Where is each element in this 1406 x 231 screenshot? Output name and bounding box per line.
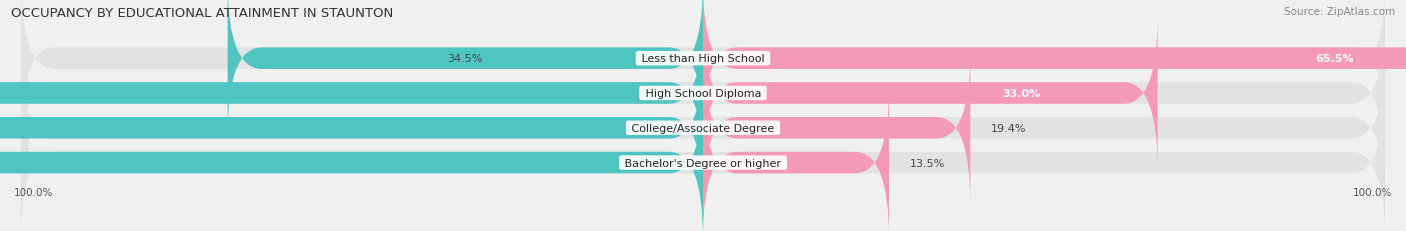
Text: High School Diploma: High School Diploma bbox=[641, 88, 765, 99]
FancyBboxPatch shape bbox=[228, 0, 703, 135]
FancyBboxPatch shape bbox=[21, 0, 1385, 135]
Text: 100.0%: 100.0% bbox=[14, 187, 53, 197]
Text: OCCUPANCY BY EDUCATIONAL ATTAINMENT IN STAUNTON: OCCUPANCY BY EDUCATIONAL ATTAINMENT IN S… bbox=[11, 7, 394, 20]
FancyBboxPatch shape bbox=[21, 18, 1385, 170]
FancyBboxPatch shape bbox=[703, 18, 1157, 170]
FancyBboxPatch shape bbox=[703, 87, 889, 231]
Text: 34.5%: 34.5% bbox=[447, 54, 484, 64]
FancyBboxPatch shape bbox=[703, 52, 970, 204]
Text: 33.0%: 33.0% bbox=[1002, 88, 1040, 99]
Text: College/Associate Degree: College/Associate Degree bbox=[628, 123, 778, 133]
Text: Source: ZipAtlas.com: Source: ZipAtlas.com bbox=[1284, 7, 1395, 17]
Text: 65.5%: 65.5% bbox=[1316, 54, 1354, 64]
FancyBboxPatch shape bbox=[0, 18, 703, 170]
Text: 19.4%: 19.4% bbox=[991, 123, 1026, 133]
Text: Bachelor's Degree or higher: Bachelor's Degree or higher bbox=[621, 158, 785, 168]
Text: Less than High School: Less than High School bbox=[638, 54, 768, 64]
FancyBboxPatch shape bbox=[21, 52, 1385, 204]
FancyBboxPatch shape bbox=[703, 0, 1406, 135]
FancyBboxPatch shape bbox=[0, 52, 703, 204]
Text: 13.5%: 13.5% bbox=[910, 158, 945, 168]
FancyBboxPatch shape bbox=[21, 87, 1385, 231]
Text: 100.0%: 100.0% bbox=[1353, 187, 1392, 197]
FancyBboxPatch shape bbox=[0, 87, 703, 231]
